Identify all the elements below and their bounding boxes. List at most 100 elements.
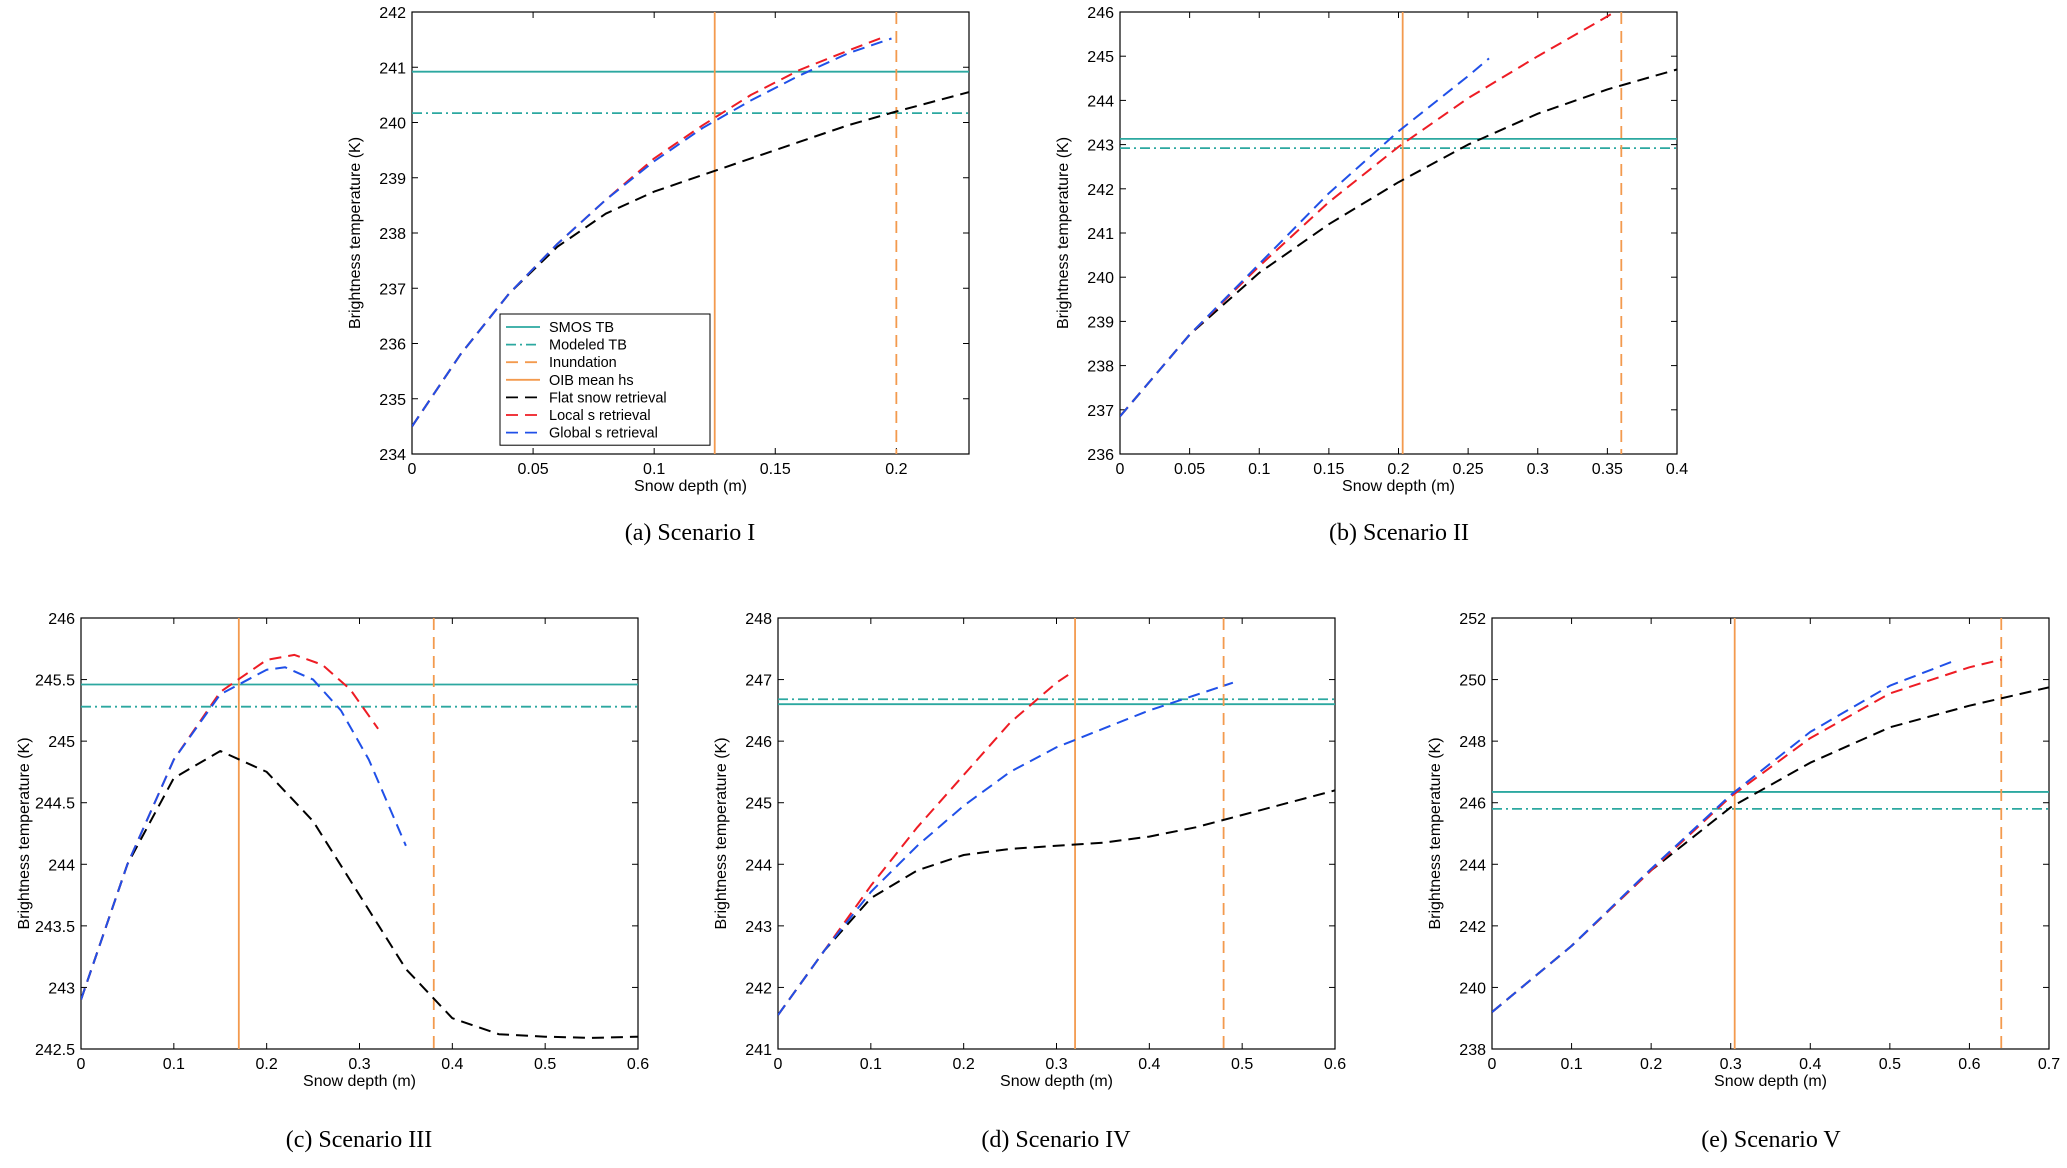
x-tick-label: 0.4 [1799,1056,1821,1073]
chart-panel: 0 0.1 0.2 0.3 0.4 0.5 0.6 242.5 243 243.5 244 244.5… [16,611,649,1153]
global-s-retrieval-series [1120,57,1490,418]
y-tick-label: 252 [1459,611,1486,628]
flat-snow-retrieval-series [81,750,638,1039]
x-tick-label: 0.2 [1640,1056,1662,1073]
y-tick-label: 248 [745,611,772,628]
y-tick-label: 244 [1087,93,1114,110]
y-axis-label: Brightness temperature (K) [16,737,33,929]
y-tick-label: 246 [745,734,772,751]
y-tick-label: 237 [1087,403,1114,420]
chart-panel: 0 0.05 0.1 0.15 0.2 0.25 0.3 0.35 0.4 236 237 238 23… [1055,5,1688,546]
x-tick-label: 0 [408,461,417,478]
y-tick-label: 244 [745,857,772,874]
global-s-retrieval-series [81,666,407,1001]
y-tick-label: 239 [379,171,406,188]
y-tick-label: 241 [1087,226,1114,243]
y-tick-label: 245 [1087,49,1114,66]
plot-frame [777,617,1336,1050]
legend-label: Inundation [549,355,617,371]
y-tick-label: 247 [745,673,772,690]
y-tick-label: 240 [1087,270,1114,287]
plot-lines [1492,618,2049,1049]
legend-label: SMOS TB [549,320,614,336]
x-tick-label: 0.15 [760,461,791,478]
y-tick-label: 236 [1087,447,1114,464]
plot-frame [80,617,639,1050]
y-tick-label: 244 [1459,857,1486,874]
plot-lines [412,12,969,454]
global-s-retrieval-series [1492,660,1954,1013]
x-tick-label: 0.4 [1666,461,1688,478]
panel-caption: (d) Scenario IV [981,1127,1131,1153]
y-tick-label: 239 [1087,314,1114,331]
x-axis-label: Snow depth (m) [303,1073,416,1090]
panel-caption: (c) Scenario III [286,1127,433,1153]
plot-frame [1491,617,2050,1050]
x-tick-label: 0.6 [627,1056,649,1073]
y-tick-label: 242 [379,5,406,22]
global-s-retrieval-series [412,37,892,427]
x-tick-label: 0.2 [256,1056,278,1073]
x-tick-label: 0.1 [163,1056,185,1073]
y-tick-label: 244.5 [35,796,75,813]
panel-caption: (e) Scenario V [1701,1127,1841,1153]
x-tick-label: 0.4 [1138,1056,1160,1073]
flat-snow-retrieval-series [1120,68,1677,418]
y-tick-label: 248 [1459,734,1486,751]
x-axis-label: Snow depth (m) [1714,1073,1827,1090]
panel-caption: (a) Scenario I [625,520,756,546]
y-tick-label: 244 [48,857,75,874]
x-tick-label: 0.1 [1248,461,1270,478]
y-tick-label: 245 [745,796,772,813]
y-tick-label: 241 [745,1042,772,1059]
y-tick-label: 242.5 [35,1042,75,1059]
plot-frame [1119,11,1678,455]
x-tick-label: 0.2 [885,461,907,478]
y-tick-label: 250 [1459,673,1486,690]
y-axis-label: Brightness temperature (K) [347,137,364,329]
y-tick-label: 240 [379,116,406,133]
y-tick-label: 238 [379,226,406,243]
x-tick-label: 0.5 [534,1056,556,1073]
x-tick-label: 0.5 [1231,1056,1253,1073]
x-tick-label: 0.05 [1174,461,1205,478]
y-tick-label: 243 [48,980,75,997]
legend-label: OIB mean hs [549,373,634,389]
y-tick-label: 238 [1459,1042,1486,1059]
flat-snow-retrieval-series [412,91,969,427]
chart-panel: 0 0.1 0.2 0.3 0.4 0.5 0.6 241 242 243 244 245 246 247… [713,611,1346,1153]
x-tick-label: 0.6 [1324,1056,1346,1073]
x-tick-label: 0.6 [1958,1056,1980,1073]
plot-lines [778,618,1335,1049]
chart-panel: 0 0.05 0.1 0.15 0.2 234 235 236 237 238 239 240 241 2… [347,5,970,546]
y-tick-label: 245.5 [35,673,75,690]
x-tick-label: 0.3 [1045,1056,1067,1073]
plot-lines [81,618,638,1049]
x-tick-label: 0.15 [1313,461,1344,478]
x-tick-label: 0 [1488,1056,1497,1073]
x-tick-label: 0.2 [1387,461,1409,478]
y-axis-label: Brightness temperature (K) [1055,137,1072,329]
legend-label: Flat snow retrieval [549,390,667,406]
x-tick-label: 0.05 [518,461,549,478]
y-tick-label: 246 [1087,5,1114,22]
y-tick-label: 242 [1459,919,1486,936]
y-tick-label: 246 [48,611,75,628]
y-tick-label: 235 [379,392,406,409]
flat-snow-retrieval-series [778,789,1335,1016]
y-tick-label: 242 [1087,182,1114,199]
y-tick-label: 246 [1459,796,1486,813]
y-tick-label: 245 [48,734,75,751]
x-axis-label: Snow depth (m) [1342,478,1455,495]
y-tick-label: 234 [379,447,406,464]
x-tick-label: 0.1 [643,461,665,478]
x-tick-label: 0.25 [1453,461,1484,478]
x-tick-label: 0 [1116,461,1125,478]
x-axis-label: Snow depth (m) [1000,1073,1113,1090]
x-tick-label: 0.7 [2038,1056,2060,1073]
x-tick-label: 0.2 [953,1056,975,1073]
y-tick-label: 243 [745,919,772,936]
chart-panel: 0 0.1 0.2 0.3 0.4 0.5 0.6 0.7 238 240 242 244 246 248… [1427,611,2060,1153]
